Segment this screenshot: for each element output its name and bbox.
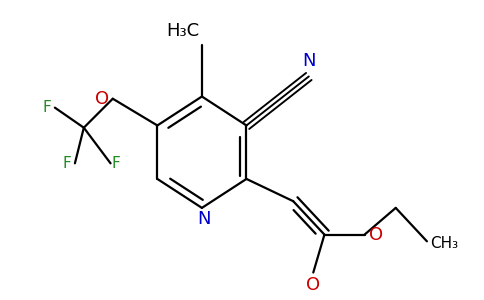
- Text: O: O: [95, 90, 109, 108]
- Text: N: N: [197, 210, 211, 228]
- Text: H₃C: H₃C: [166, 22, 200, 40]
- Text: F: F: [43, 100, 51, 115]
- Text: O: O: [306, 276, 320, 294]
- Text: N: N: [302, 52, 316, 70]
- Text: F: F: [62, 156, 71, 171]
- Text: O: O: [369, 226, 383, 244]
- Text: CH₃: CH₃: [430, 236, 459, 251]
- Text: F: F: [111, 156, 120, 171]
